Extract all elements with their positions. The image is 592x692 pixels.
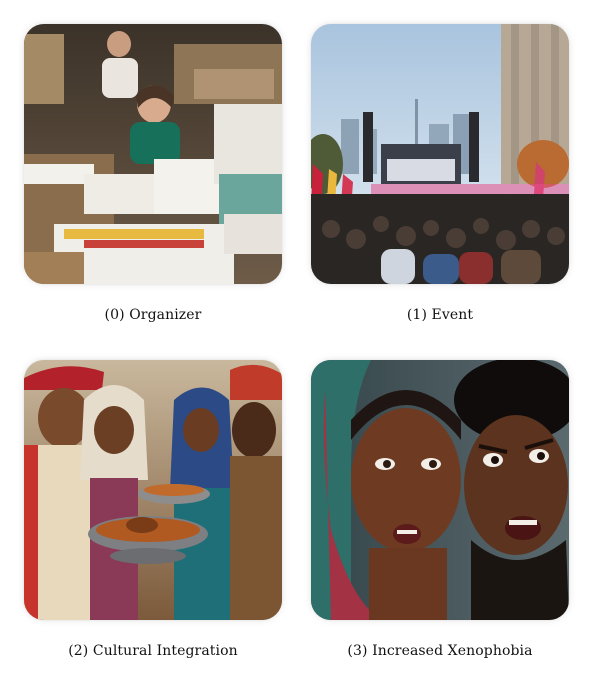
panel-caption: (0) Organizer	[104, 307, 202, 323]
panel-organizer-image	[24, 24, 282, 284]
panel-caption: (1) Event	[406, 307, 474, 323]
panel-caption: (3) Increased Xenophobia	[347, 643, 533, 659]
panel-increased-xenophobia-image	[311, 360, 569, 620]
panel-event-image	[311, 24, 569, 284]
panel-cultural-integration-image	[24, 360, 282, 620]
panel-caption: (2) Cultural Integration	[68, 643, 238, 659]
